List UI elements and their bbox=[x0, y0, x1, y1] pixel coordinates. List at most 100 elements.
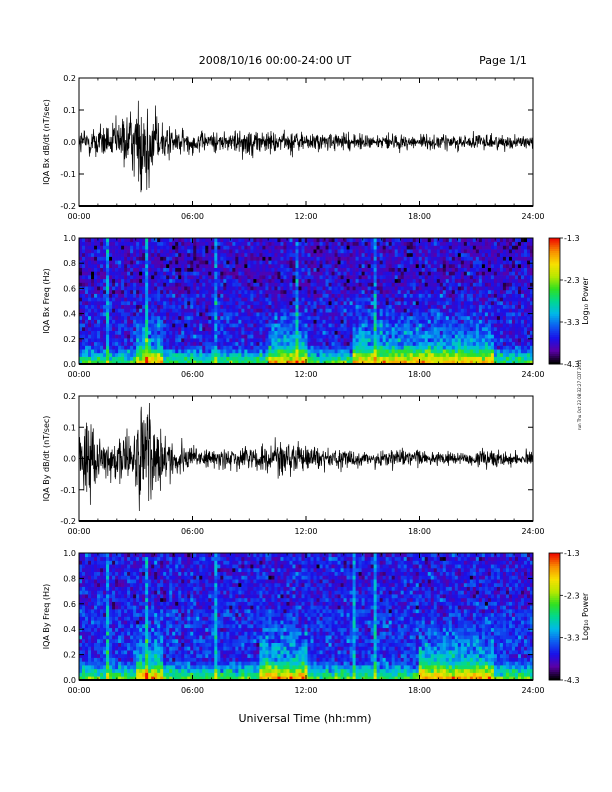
spectrogram-cell bbox=[112, 289, 116, 294]
spectrogram-cell bbox=[499, 315, 504, 320]
spectrogram-cell bbox=[142, 338, 146, 343]
spectrogram-cell bbox=[385, 282, 390, 287]
spectrogram-cell bbox=[235, 238, 239, 243]
spectrogram-cell bbox=[505, 338, 510, 343]
spectrogram-cell bbox=[418, 297, 423, 302]
spectrogram-cell bbox=[199, 293, 203, 298]
spectrogram-cell bbox=[475, 249, 480, 254]
spectrogram-cell bbox=[211, 326, 215, 331]
spectrogram-cell bbox=[337, 275, 341, 280]
spectrogram-cell bbox=[85, 278, 89, 283]
spectrogram-cell bbox=[307, 245, 311, 250]
spectrogram-cell bbox=[280, 289, 284, 294]
spectrogram-cell bbox=[145, 275, 149, 280]
spectrogram-cell bbox=[199, 271, 203, 276]
spectrogram-cell bbox=[145, 249, 149, 254]
spectrogram-cell bbox=[349, 278, 353, 283]
spectrogram-cell bbox=[220, 349, 224, 354]
spectrogram-cell bbox=[301, 278, 305, 283]
spectrogram-cell bbox=[220, 275, 224, 280]
spectrogram-cell bbox=[508, 323, 513, 328]
spectrogram-cell bbox=[508, 315, 513, 320]
spectrogram-cell bbox=[451, 297, 456, 302]
spectrogram-cell bbox=[163, 252, 167, 257]
spectrogram-cell bbox=[499, 293, 504, 298]
spectrogram-cell bbox=[334, 330, 338, 335]
bx-spectrogram-plot-area bbox=[79, 238, 533, 364]
spectrogram-cell bbox=[160, 341, 164, 346]
spectrogram-cell bbox=[130, 326, 134, 331]
spectrogram-cell bbox=[451, 312, 456, 317]
spectrogram-cell bbox=[112, 278, 116, 283]
spectrogram-cell bbox=[94, 360, 98, 364]
spectrogram-cell bbox=[469, 252, 474, 257]
spectrogram-cell bbox=[448, 301, 453, 306]
spectrogram-cell bbox=[451, 263, 456, 268]
spectrogram-cell bbox=[214, 297, 218, 302]
spectrogram-cell bbox=[340, 323, 344, 328]
spectrogram-cell bbox=[334, 312, 338, 317]
spectrogram-cell bbox=[376, 263, 381, 268]
spectrogram-cell bbox=[418, 315, 423, 320]
spectrogram-cell bbox=[310, 334, 314, 339]
spectrogram-cell bbox=[85, 238, 89, 243]
bx-dbdt-series-line bbox=[79, 100, 533, 193]
spectrogram-cell bbox=[313, 263, 317, 268]
spectrogram-cell bbox=[352, 326, 356, 331]
spectrogram-cell bbox=[337, 245, 341, 250]
spectrogram-cell bbox=[205, 249, 209, 254]
spectrogram-cell bbox=[304, 256, 308, 261]
spectrogram-cell bbox=[193, 301, 197, 306]
spectrogram-cell bbox=[391, 263, 396, 268]
spectrogram-cell bbox=[259, 245, 263, 250]
spectrogram-cell bbox=[442, 293, 447, 298]
spectrogram-cell bbox=[163, 352, 167, 357]
spectrogram-cell bbox=[226, 275, 230, 280]
spectrogram-cell bbox=[436, 289, 441, 294]
spectrogram-cell bbox=[211, 289, 215, 294]
spectrogram-cell bbox=[364, 352, 368, 357]
spectrogram-cell bbox=[151, 278, 155, 283]
spectrogram-cell bbox=[205, 245, 209, 250]
spectrogram-cell bbox=[376, 352, 381, 357]
spectrogram-cell bbox=[283, 334, 287, 339]
spectrogram-cell bbox=[295, 338, 299, 343]
spectrogram-cell bbox=[355, 308, 359, 313]
spectrogram-cell bbox=[214, 338, 218, 343]
spectrogram-cell bbox=[460, 245, 465, 250]
spectrogram-cell bbox=[427, 293, 432, 298]
spectrogram-cell bbox=[295, 352, 299, 357]
spectrogram-cell bbox=[343, 245, 347, 250]
spectrogram-cell bbox=[127, 341, 131, 346]
spectrogram-cell bbox=[229, 256, 233, 261]
spectrogram-cell bbox=[505, 249, 510, 254]
spectrogram-cell bbox=[409, 252, 414, 257]
spectrogram-cell bbox=[124, 341, 128, 346]
spectrogram-cell bbox=[358, 286, 362, 291]
spectrogram-cell bbox=[148, 241, 152, 246]
spectrogram-cell bbox=[106, 275, 110, 280]
spectrogram-cell bbox=[193, 278, 197, 283]
spectrogram-cell bbox=[328, 349, 332, 354]
spectrogram-cell bbox=[142, 301, 146, 306]
spectrogram-cell bbox=[334, 308, 338, 313]
spectrogram-cell bbox=[304, 301, 308, 306]
spectrogram-cell bbox=[511, 286, 516, 291]
spectrogram-cell bbox=[208, 282, 212, 287]
spectrogram-cell bbox=[325, 297, 329, 302]
spectrogram-cell bbox=[490, 286, 495, 291]
spectrogram-cell bbox=[412, 319, 417, 324]
spectrogram-cell bbox=[91, 267, 95, 272]
spectrogram-cell bbox=[343, 278, 347, 283]
spectrogram-cell bbox=[169, 360, 173, 364]
spectrogram-cell bbox=[199, 263, 203, 268]
spectrogram-cell bbox=[388, 293, 393, 298]
spectrogram-cell bbox=[364, 241, 368, 246]
spectrogram-cell bbox=[394, 356, 399, 361]
spectrogram-cell bbox=[202, 323, 206, 328]
spectrogram-cell bbox=[175, 271, 179, 276]
spectrogram-cell bbox=[472, 323, 477, 328]
spectrogram-cell bbox=[241, 345, 245, 350]
spectrogram-cell bbox=[190, 323, 194, 328]
spectrogram-cell bbox=[193, 289, 197, 294]
